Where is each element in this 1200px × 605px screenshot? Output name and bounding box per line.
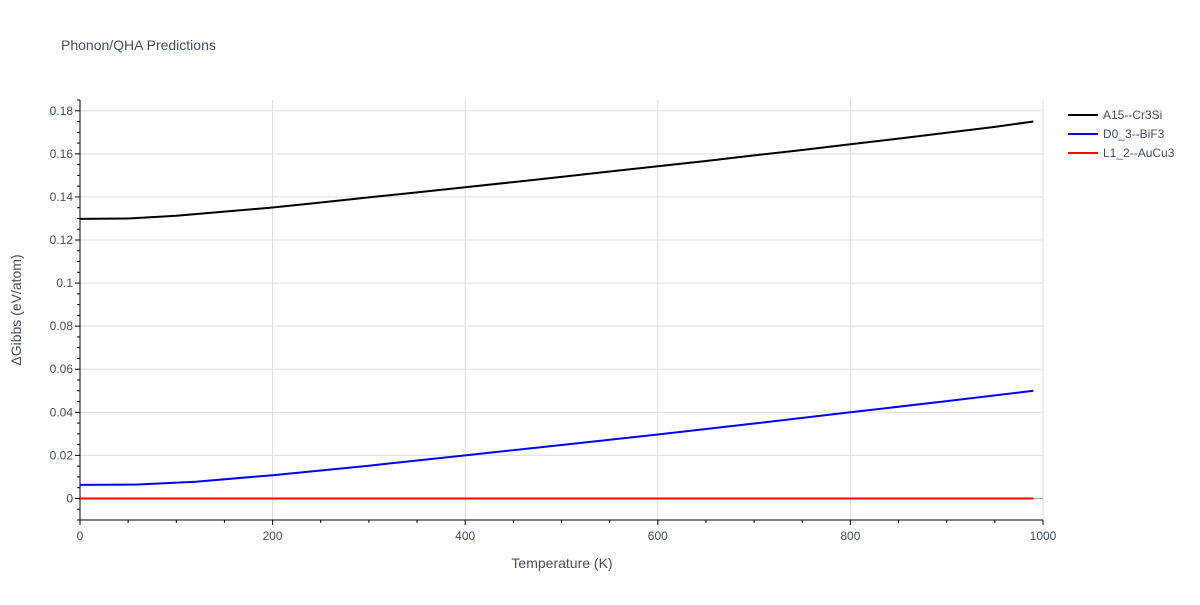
legend-label: A15--Cr3Si	[1103, 108, 1162, 122]
y-tick-label: 0.08	[50, 319, 74, 333]
legend-item-l1-2-aucu3[interactable]: L1_2--AuCu3	[1068, 146, 1175, 160]
y-tick-label: 0.18	[50, 104, 74, 118]
x-tick-label: 0	[77, 529, 84, 543]
legend[interactable]: A15--Cr3Si D0_3--BiF3 L1_2--AuCu3	[1068, 108, 1175, 160]
y-tick-label: 0.06	[50, 362, 74, 376]
legend-label: L1_2--AuCu3	[1103, 146, 1175, 160]
y-tick-label: 0.12	[50, 233, 74, 247]
legend-item-a15-cr3si[interactable]: A15--Cr3Si	[1068, 108, 1162, 122]
x-tick-label: 600	[648, 529, 668, 543]
y-tick-label: 0.1	[56, 276, 73, 290]
x-tick-labels: 0 200 400 600 800 1000	[77, 529, 1057, 543]
y-axis-label: ΔGibbs (eV/atom)	[8, 254, 24, 365]
chart-title: Phonon/QHA Predictions	[61, 37, 216, 53]
legend-item-d0-3-bif3[interactable]: D0_3--BiF3	[1068, 127, 1165, 141]
series-line-d0-3-bif3	[79, 389, 1034, 486]
x-tick-label: 800	[840, 529, 860, 543]
axes	[75, 99, 1044, 525]
x-tick-label: 400	[455, 529, 475, 543]
x-axis-label: Temperature (K)	[511, 555, 612, 571]
y-tick-label: 0.02	[50, 448, 74, 462]
legend-label: D0_3--BiF3	[1103, 127, 1165, 141]
x-tick-label: 1000	[1030, 529, 1057, 543]
y-tick-label: 0.14	[50, 190, 74, 204]
series-lines	[79, 120, 1034, 500]
x-tick-label: 200	[263, 529, 283, 543]
series-line-a15-cr3si	[79, 120, 1034, 220]
y-tick-label: 0.16	[50, 147, 74, 161]
y-tick-label: 0	[66, 491, 73, 505]
y-tick-labels: 0 0.02 0.04 0.06 0.08 0.1 0.12 0.14 0.16 0.18	[50, 104, 74, 506]
y-tick-label: 0.04	[50, 405, 74, 419]
